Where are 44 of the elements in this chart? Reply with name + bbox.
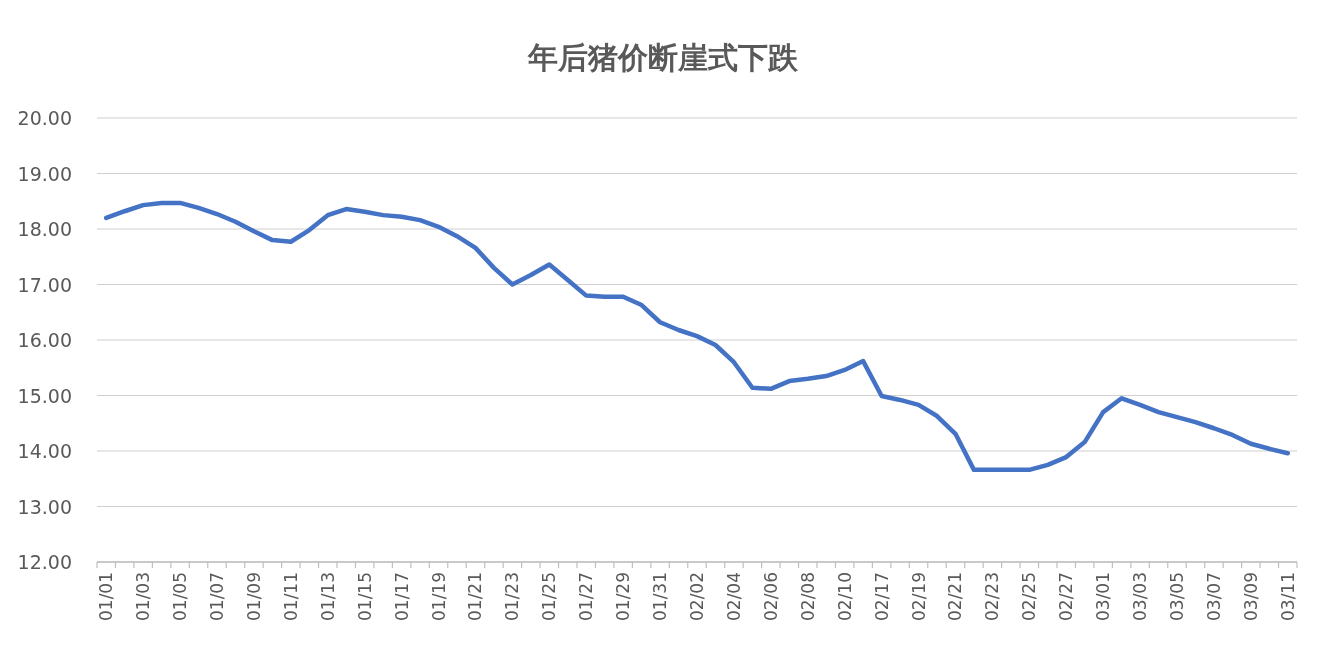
x-tick-label: 03/09 bbox=[1240, 572, 1261, 621]
y-tick-label: 18.00 bbox=[17, 218, 72, 240]
x-tick-label: 01/11 bbox=[280, 572, 301, 621]
x-tick-label: 03/11 bbox=[1277, 572, 1298, 621]
x-tick-label: 02/17 bbox=[871, 572, 892, 621]
x-tick-label: 02/02 bbox=[687, 572, 707, 621]
x-tick-label: 01/19 bbox=[428, 572, 449, 621]
x-tick-label: 01/17 bbox=[391, 572, 412, 621]
line-series bbox=[103, 200, 1291, 473]
y-tick-label: 14.00 bbox=[17, 440, 72, 462]
y-tick-label: 19.00 bbox=[17, 162, 72, 185]
x-tick-label: 02/04 bbox=[723, 572, 744, 621]
x-tick-label: 02/19 bbox=[908, 572, 929, 621]
x-tick-label: 01/29 bbox=[613, 572, 634, 621]
x-tick-label: 01/25 bbox=[539, 572, 560, 621]
x-tick-label: 03/01 bbox=[1093, 572, 1114, 621]
y-tick-label: 12.00 bbox=[17, 551, 72, 573]
x-tick-label: 01/27 bbox=[576, 572, 597, 621]
x-tick-label: 01/23 bbox=[502, 572, 523, 621]
x-tick-label: 02/10 bbox=[834, 572, 855, 621]
x-tick-label: 02/27 bbox=[1056, 572, 1077, 621]
x-tick-label: 02/21 bbox=[945, 572, 966, 621]
x-tick-label: 02/08 bbox=[797, 572, 818, 621]
y-tick-label: 20.00 bbox=[17, 107, 72, 129]
x-tick-label: 02/25 bbox=[1019, 572, 1040, 621]
x-tick-label: 01/05 bbox=[170, 572, 191, 621]
chart-title: 年后猪价断崖式下跌 bbox=[527, 40, 799, 75]
y-tick-label: 16.00 bbox=[17, 329, 72, 351]
x-tick-label: 01/13 bbox=[317, 572, 338, 621]
x-tick-label: 03/03 bbox=[1130, 572, 1151, 621]
y-tick-label: 13.00 bbox=[17, 495, 72, 518]
x-tick-label: 01/01 bbox=[96, 572, 117, 621]
x-tick-label: 03/07 bbox=[1203, 572, 1224, 621]
x-tick-label: 01/09 bbox=[243, 572, 264, 621]
x-tick-label: 02/06 bbox=[760, 572, 781, 621]
x-tick-label: 01/21 bbox=[465, 572, 486, 621]
x-tick-label: 03/05 bbox=[1167, 572, 1187, 621]
y-tick-label: 15.00 bbox=[17, 384, 72, 407]
x-tick-label: 01/15 bbox=[354, 572, 375, 621]
y-tick-label: 17.00 bbox=[17, 273, 72, 296]
x-tick-label: 01/31 bbox=[650, 572, 671, 621]
x-tick-label: 01/07 bbox=[207, 572, 227, 621]
x-tick-label: 01/03 bbox=[133, 572, 154, 621]
x-tick-label: 02/23 bbox=[982, 572, 1003, 621]
